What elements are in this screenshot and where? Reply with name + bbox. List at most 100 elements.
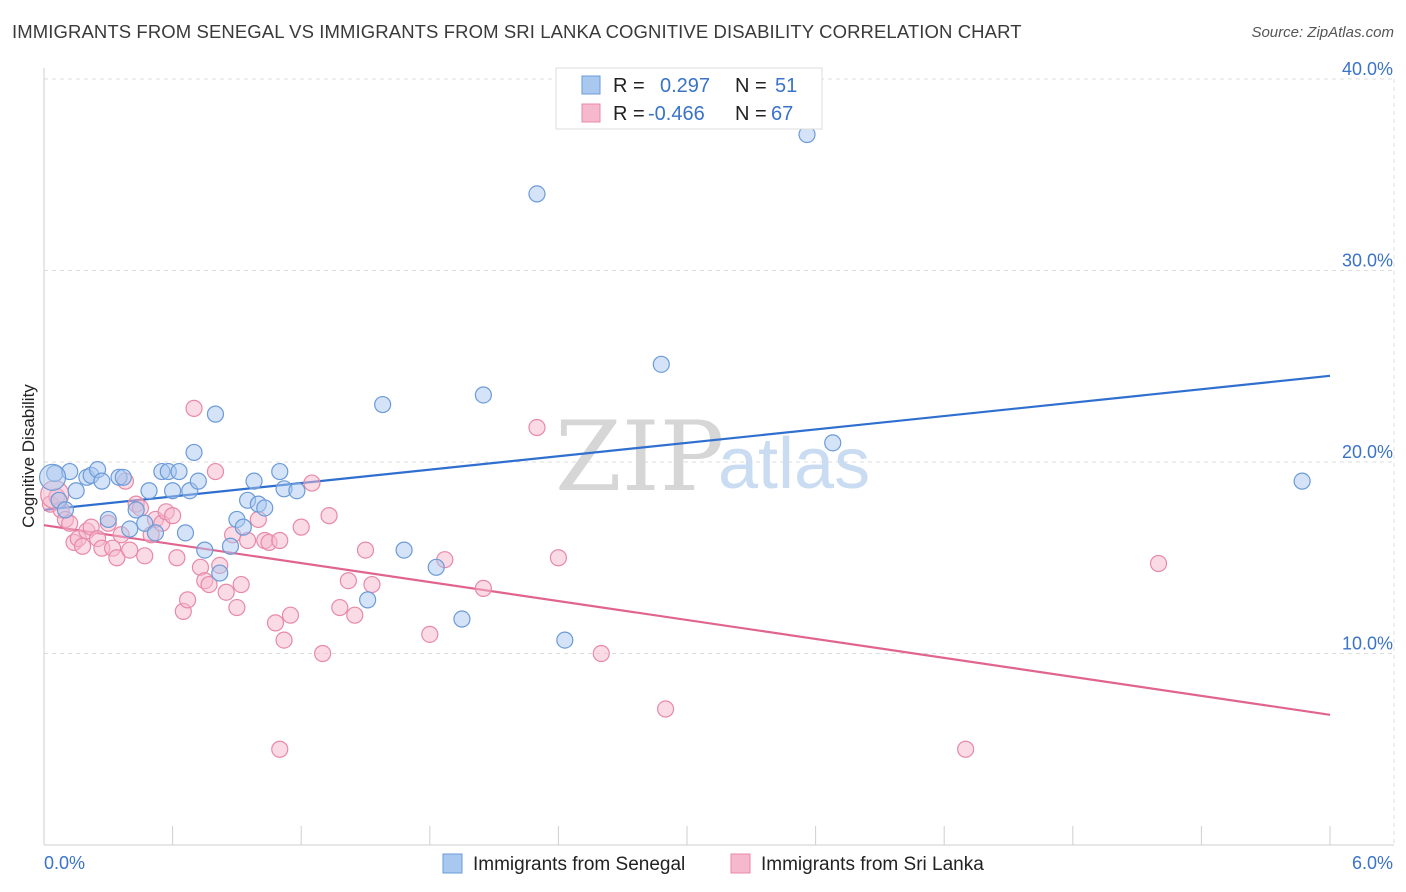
legend-swatch-srilanka xyxy=(581,103,601,123)
srilanka-point xyxy=(363,575,381,594)
legend-n-value-senegal: 51 xyxy=(775,75,797,97)
legend-r-label-srilanka: R = xyxy=(613,103,645,125)
senegal-point xyxy=(189,472,207,490)
srilanka-point xyxy=(957,740,975,758)
srilanka-point xyxy=(292,518,310,536)
srilanka-point xyxy=(206,462,225,481)
senegal-point xyxy=(196,541,214,559)
senegal-point xyxy=(211,564,229,582)
srilanka-point xyxy=(281,606,300,624)
senegal-point xyxy=(127,501,145,519)
srilanka-point xyxy=(179,591,197,609)
source-label: Source: ZipAtlas.com xyxy=(1251,24,1394,41)
srilanka-point xyxy=(303,474,321,492)
senegal-point xyxy=(185,443,203,462)
legend-n-label-srilanka: N = xyxy=(735,103,767,125)
srilanka-point xyxy=(275,631,293,649)
legend-r-label-senegal: R = xyxy=(613,75,645,97)
senegal-point xyxy=(56,501,75,519)
srilanka-point xyxy=(474,579,492,597)
senegal-point xyxy=(271,462,289,481)
senegal-point xyxy=(453,610,471,628)
legend-r-value-senegal: 0.297 xyxy=(660,75,710,97)
senegal-point xyxy=(474,386,492,404)
senegal-point xyxy=(374,395,392,414)
y-tick-label: 40.0% xyxy=(1342,59,1393,79)
senegal-point xyxy=(824,434,842,452)
series-legend: Immigrants from Senegal Immigrants from … xyxy=(442,853,984,875)
srilanka-point xyxy=(1149,554,1168,573)
senegal-point xyxy=(395,541,413,559)
senegal-point xyxy=(164,482,182,500)
senegal-point xyxy=(652,355,670,373)
senegal-point xyxy=(67,482,85,500)
senegal-point xyxy=(206,405,225,423)
senegal-point xyxy=(99,510,117,529)
y-axis-label: Cognitive Disability xyxy=(19,384,38,528)
legend-n-label-senegal: N = xyxy=(735,75,767,97)
srilanka-point xyxy=(271,740,289,758)
bottom-legend-label-srilanka: Immigrants from Sri Lanka xyxy=(761,854,984,875)
senegal-point xyxy=(528,185,546,203)
x-tick-label-min: 0.0% xyxy=(44,853,85,873)
y-tick-label: 30.0% xyxy=(1342,251,1393,271)
srilanka-point xyxy=(168,549,186,567)
senegal-point xyxy=(136,514,154,532)
watermark-atlas: atlas xyxy=(718,424,870,504)
srilanka-point xyxy=(228,598,246,617)
chart-title: IMMIGRANTS FROM SENEGAL VS IMMIGRANTS FR… xyxy=(12,21,1022,42)
senegal-point xyxy=(234,518,252,536)
srilanka-point xyxy=(271,531,289,550)
bottom-legend-label-senegal: Immigrants from Senegal xyxy=(473,854,685,875)
srilanka-point xyxy=(314,644,332,663)
watermark-zip: ZIP xyxy=(555,401,724,513)
senegal-point xyxy=(176,524,195,542)
srilanka-point xyxy=(331,598,349,617)
senegal-point xyxy=(170,462,188,481)
srilanka-point xyxy=(356,541,375,559)
srilanka-point xyxy=(232,575,250,594)
srilanka-point xyxy=(656,700,675,718)
srilanka-point xyxy=(528,418,546,437)
senegal-point xyxy=(556,631,574,649)
legend-r-value-srilanka: -0.466 xyxy=(648,103,705,125)
srilanka-point xyxy=(121,541,139,559)
srilanka-point xyxy=(339,572,357,590)
srilanka-point xyxy=(217,583,235,601)
y-tick-labels: 10.0% 20.0% 30.0% 40.0% xyxy=(1342,59,1393,654)
legend-swatch-senegal xyxy=(581,75,601,95)
senegal-point xyxy=(221,537,240,555)
legend-n-value-srilanka: 67 xyxy=(771,103,793,125)
senegal-point xyxy=(288,482,306,500)
srilanka-point xyxy=(421,625,439,643)
senegal-point xyxy=(359,591,377,609)
y-tick-label: 10.0% xyxy=(1342,634,1393,654)
senegal-point xyxy=(38,463,67,491)
srilanka-point xyxy=(346,606,364,624)
senegal-point xyxy=(245,472,263,490)
srilanka-point xyxy=(164,507,182,525)
senegal-points xyxy=(38,125,1311,649)
srilanka-point xyxy=(200,575,218,594)
srilanka-point xyxy=(592,644,610,663)
srilanka-point xyxy=(73,537,92,555)
watermark: ZIP atlas xyxy=(555,401,870,513)
srilanka-point xyxy=(266,614,285,632)
senegal-point xyxy=(1293,472,1311,490)
axes xyxy=(43,68,1394,846)
senegal-point xyxy=(121,520,139,538)
senegal-point xyxy=(114,468,132,486)
senegal-point xyxy=(146,524,165,542)
srilanka-point xyxy=(320,507,338,525)
y-tick-label: 20.0% xyxy=(1342,442,1393,462)
correlation-legend: R = 0.297 N = 51 R = -0.466 N = 67 xyxy=(555,67,823,130)
senegal-point xyxy=(256,499,274,517)
srilanka-point xyxy=(185,399,203,417)
bottom-legend-swatch-srilanka xyxy=(730,853,751,874)
senegal-point xyxy=(427,558,445,576)
srilanka-point xyxy=(549,549,568,567)
bottom-legend-swatch-senegal xyxy=(442,853,463,874)
senegal-point xyxy=(140,482,158,500)
srilanka-point xyxy=(108,549,126,567)
